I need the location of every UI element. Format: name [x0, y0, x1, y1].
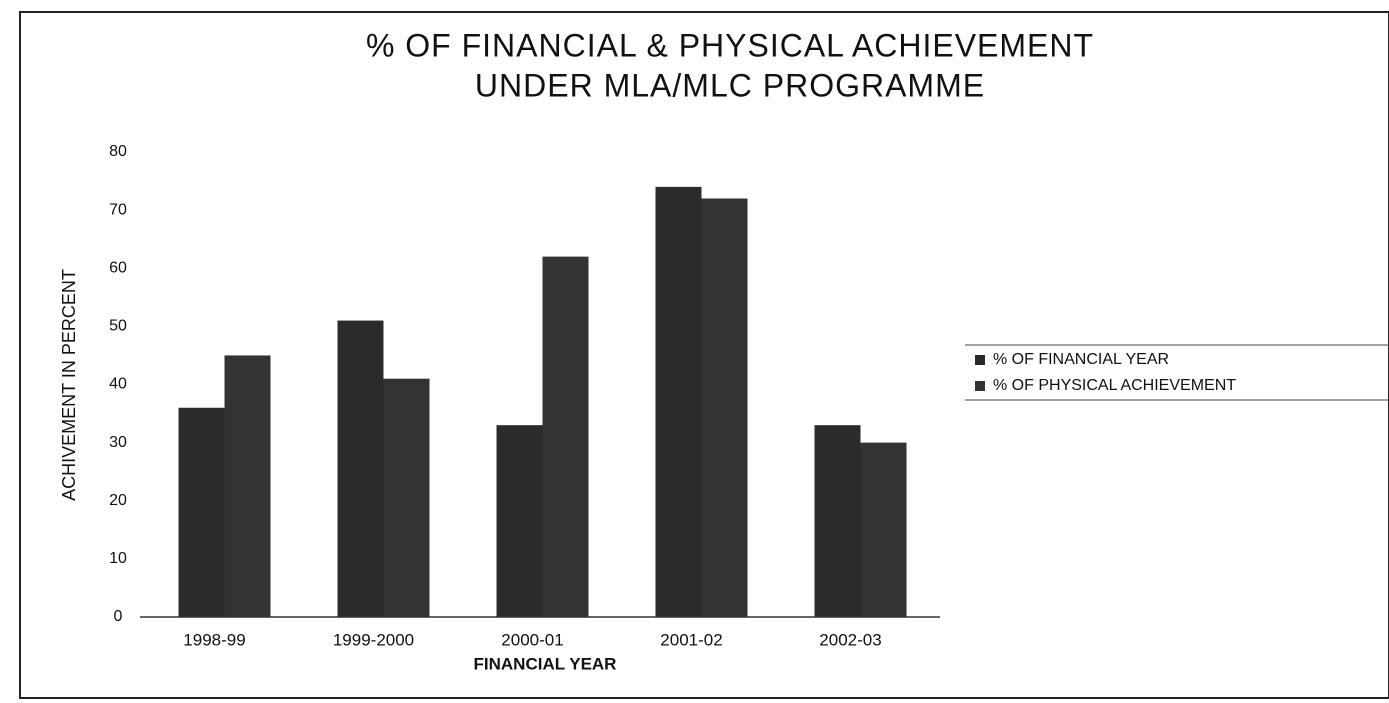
bar [701, 198, 748, 617]
bar [542, 256, 589, 617]
legend-label: % OF FINANCIAL YEAR [993, 351, 1169, 368]
bar [496, 425, 543, 617]
legend-label: % OF PHYSICAL ACHIEVEMENT [993, 377, 1236, 394]
y-axis-title: ACHIVEMENT IN PERCENT [59, 269, 79, 501]
y-tick-label: 40 [109, 376, 127, 393]
bar [655, 186, 702, 617]
chart-title: % OF FINANCIAL & PHYSICAL ACHIEVEMENT [366, 27, 1094, 63]
x-tick-label: 1999-2000 [333, 630, 414, 649]
y-tick-label: 60 [109, 259, 127, 276]
x-tick-label: 2000-01 [501, 630, 563, 649]
bar [814, 425, 861, 617]
y-tick-label: 70 [109, 201, 127, 218]
y-tick-label: 80 [109, 143, 127, 160]
chart-title: UNDER MLA/MLC PROGRAMME [475, 67, 985, 103]
bar [337, 320, 384, 617]
legend-marker [975, 355, 985, 365]
bar [178, 407, 225, 617]
bar [383, 378, 430, 617]
x-tick-label: 2001-02 [660, 630, 722, 649]
x-tick-label: 1998-99 [183, 630, 245, 649]
legend-marker [975, 381, 985, 391]
bar [224, 355, 271, 617]
x-axis-title: FINANCIAL YEAR [474, 654, 617, 673]
y-tick-label: 50 [109, 318, 127, 335]
bar [860, 442, 907, 617]
x-tick-label: 2002-03 [819, 630, 881, 649]
y-tick-label: 10 [109, 550, 127, 567]
y-tick-label: 20 [109, 492, 127, 509]
frame [19, 11, 1389, 699]
y-tick-label: 0 [114, 608, 123, 625]
y-tick-label: 30 [109, 434, 127, 451]
